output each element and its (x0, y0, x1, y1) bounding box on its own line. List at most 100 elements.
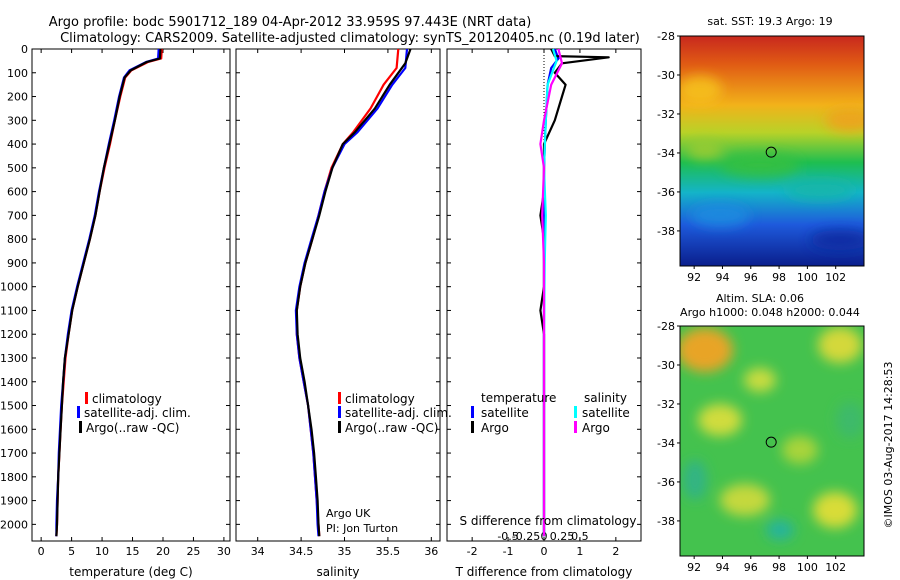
y-tick-label: -32 (657, 108, 675, 121)
y-tick-label: 0 (21, 43, 28, 56)
sst-map-title: sat. SST: 19.3 Argo: 19 (707, 15, 832, 28)
legend-swatch-climatology (338, 392, 341, 404)
x-tick-label: 20 (156, 545, 170, 558)
series-line (295, 48, 412, 537)
legend-swatch-climatology (85, 392, 88, 404)
sla-map-title-line1: Altim. SLA: 0.06 (716, 292, 804, 305)
x-tick-label: 10 (95, 545, 109, 558)
y-tick-label: 1000 (0, 281, 28, 294)
x-tick-label: 34.5 (289, 545, 314, 558)
y-tick-label: 1200 (0, 328, 28, 341)
argo-location-marker (765, 146, 777, 158)
x-tick-label: 96 (744, 271, 758, 284)
argo-location-marker (765, 436, 777, 448)
temperature-legend: climatology satellite-adj. clim. Argo(..… (77, 392, 191, 435)
series-line (55, 48, 162, 537)
x-tick-label: 94 (715, 271, 729, 284)
pi-annotation-line2: PI: Jon Turton (326, 522, 398, 535)
y-tick-label: -28 (657, 30, 675, 43)
y-tick-label: -38 (657, 515, 675, 528)
legend-swatch-s-argo (574, 421, 577, 433)
legend-swatch-argo (338, 421, 341, 433)
x-tick-label: 30 (217, 545, 231, 558)
y-tick-label: -28 (657, 320, 675, 333)
difference-chart: -2 -1 0 1 2 T difference from climatology -0.5… (447, 48, 641, 579)
y-tick-label: 600 (7, 186, 28, 199)
y-tick-label: 2000 (0, 518, 28, 531)
x-axis-label: T difference from climatology (455, 565, 633, 579)
y-tick-label: 900 (7, 257, 28, 270)
x-tick-label: 35.5 (376, 545, 401, 558)
legend-header-salinity: salinity (584, 391, 627, 405)
legend-label: satellite-adj. clim. (84, 406, 191, 420)
y-tick-label: -34 (657, 437, 675, 450)
x-tick-label: 102 (825, 271, 846, 284)
s-difference-label: S difference from climatology (460, 514, 637, 528)
x-tick-label: 96 (744, 561, 758, 574)
legend-swatch-t-satellite (471, 406, 474, 418)
y-tick-label: 100 (7, 67, 28, 80)
y-tick-label: 1300 (0, 352, 28, 365)
y-tick-label: 300 (7, 114, 28, 127)
sst-map-frame (679, 35, 865, 267)
temperature-panel (31, 48, 231, 542)
x-tick-label: 100 (797, 561, 818, 574)
x-tick-label: 25 (186, 545, 200, 558)
legend-header-temperature: temperature (481, 391, 556, 405)
y-tick-label: 800 (7, 233, 28, 246)
x-tick-label: 35 (338, 545, 352, 558)
y-tick-label: 1900 (0, 495, 28, 508)
x-tick-label: 92 (687, 271, 701, 284)
top-tick-label: 0.5 (571, 530, 589, 543)
top-tick-label: -0.5 (497, 530, 518, 543)
y-tick-label: 200 (7, 91, 28, 104)
legend-label: satellite-adj. clim. (345, 406, 452, 420)
y-tick-label: 1800 (0, 471, 28, 484)
y-tick-label: -30 (657, 69, 675, 82)
x-axis-label: temperature (deg C) (69, 565, 192, 579)
top-tick-label: 0.25 (550, 530, 575, 543)
salinity-legend: climatology satellite-adj. clim. Argo(..… (338, 392, 452, 435)
x-tick-label: -1 (503, 545, 514, 558)
legend-label: Argo (481, 421, 509, 435)
figure-title: Argo profile: bodc 5901712_189 04-Apr-20… (49, 15, 532, 30)
sla-map-axes: 92 94 96 98 100 102 -28 -30 -32 -34 -36 -38 (657, 320, 846, 574)
x-tick-label: 0 (541, 545, 548, 558)
y-tick-label: -36 (657, 476, 675, 489)
x-tick-label: 100 (797, 271, 818, 284)
y-tick-label: 1500 (0, 400, 28, 413)
legend-label: satellite (582, 406, 630, 420)
sla-map-title-line2: Argo h1000: 0.048 h2000: 0.044 (680, 306, 860, 319)
y-tick-label: -38 (657, 225, 675, 238)
y-tick-label: -32 (657, 398, 675, 411)
temperature-chart: 0100200300400500600700800900100011001200… (0, 43, 231, 579)
series-line (539, 48, 564, 537)
salinity-chart: 34 34.5 35 35.5 36 salinity (236, 48, 440, 579)
x-tick-label: 102 (825, 561, 846, 574)
sla-map-field (680, 326, 864, 556)
x-tick-label: 36 (424, 545, 438, 558)
x-tick-label: 1 (576, 545, 583, 558)
salinity-panel (235, 48, 441, 542)
x-tick-label: 94 (715, 561, 729, 574)
sst-map-field (680, 36, 864, 266)
y-tick-label: 1700 (0, 447, 28, 460)
legend-label: satellite (481, 406, 529, 420)
legend-swatch-satellite (77, 406, 80, 418)
y-tick-label: 1100 (0, 304, 28, 317)
x-tick-label: 98 (772, 561, 786, 574)
y-tick-label: 700 (7, 209, 28, 222)
legend-swatch-satellite (338, 406, 341, 418)
top-tick-label: -0.25 (512, 530, 540, 543)
sla-map-frame (679, 325, 865, 557)
top-tick-label: 0 (541, 530, 548, 543)
x-tick-label: 15 (126, 545, 140, 558)
y-tick-label: 500 (7, 162, 28, 175)
x-tick-label: 0 (38, 545, 45, 558)
x-tick-label: 5 (68, 545, 75, 558)
legend-swatch-s-satellite (574, 406, 577, 418)
legend-label: climatology (345, 392, 415, 406)
y-tick-label: -36 (657, 186, 675, 199)
difference-legend: temperature salinity satellite Argo sate… (471, 391, 630, 435)
